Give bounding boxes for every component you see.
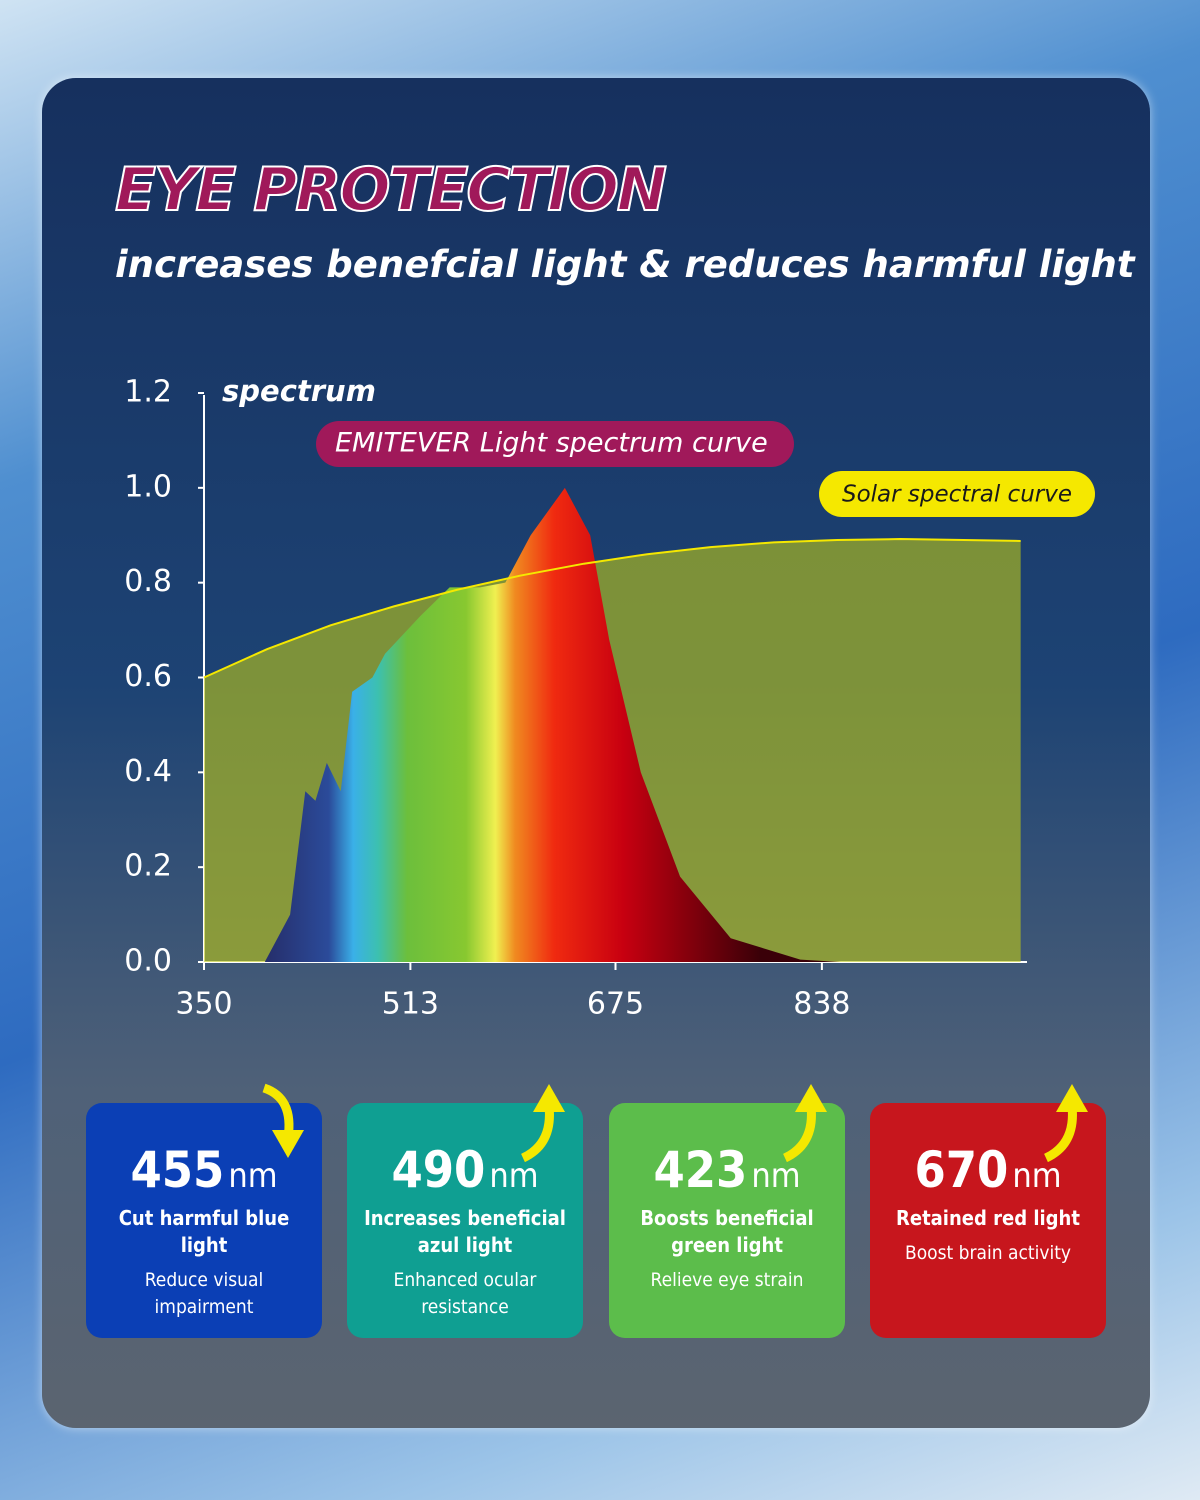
card-note: Boost brain activity: [904, 1242, 1072, 1264]
title: EYE PROTECTION: [114, 154, 668, 226]
card-note: Enhanced ocular resistance: [393, 1269, 537, 1318]
value: 670: [914, 1141, 1009, 1199]
card: 455 nm Cut harmful blue light Reduce visu…: [86, 1103, 322, 1338]
unit: nm: [751, 1156, 801, 1196]
y-tick-label: 1.2: [124, 375, 172, 410]
y-tick-label: 0.8: [124, 564, 172, 599]
x-tick-label: 350: [175, 987, 232, 1022]
y-tick-label: 0.2: [124, 849, 172, 884]
x-tick-label: 513: [382, 987, 439, 1022]
card-title: Boosts beneficial green light: [640, 1206, 814, 1257]
card: 423 nm Boosts beneficial green light Reli…: [609, 1103, 845, 1338]
unit: nm: [489, 1156, 539, 1196]
x-tick-label: 675: [587, 987, 644, 1022]
card-note: Reduce visual impairment: [144, 1269, 264, 1318]
legend-pill: [819, 471, 1095, 517]
card-value: 423 nm: [609, 1141, 845, 1199]
solar-line: [203, 538, 1021, 679]
arrow-icon: [1043, 1084, 1088, 1163]
x-tick-label: 838: [793, 987, 850, 1022]
card-value: 455 nm: [86, 1141, 322, 1199]
unit: nm: [228, 1156, 278, 1196]
card-note: Relieve eye strain: [650, 1269, 804, 1291]
arrow-icon: [262, 1083, 304, 1158]
value: 423: [653, 1141, 748, 1199]
y-tick-label: 0.6: [124, 659, 172, 694]
y-tick-label: 1.0: [124, 469, 172, 504]
card-title: Cut harmful blue light: [118, 1206, 290, 1257]
card-title: Retained red light: [896, 1206, 1080, 1230]
legend-label: EMITEVER Light spectrum curve: [335, 428, 768, 459]
y-tick-label: 0.4: [124, 754, 172, 789]
arrow-icon: [520, 1084, 565, 1163]
emitever-area: [264, 487, 841, 962]
y-axis-label: spectrum: [222, 374, 376, 408]
unit: nm: [1012, 1156, 1062, 1196]
legend-pill: [316, 421, 794, 467]
value: 455: [130, 1141, 225, 1199]
value: 490: [391, 1141, 486, 1199]
chart: spectrum EMITEVER Light spectrum curve S…: [124, 374, 1095, 1022]
card-title: Increases beneficial azul light: [364, 1206, 566, 1257]
arrow-icon: [782, 1084, 827, 1163]
legend-label: Solar spectral curve: [842, 482, 1072, 508]
card-value: 670 nm: [870, 1141, 1106, 1199]
subtitle: increases benefcial light & reduces harm…: [115, 243, 1135, 286]
card-value: 490 nm: [347, 1141, 583, 1199]
y-tick-label: 0.0: [124, 944, 172, 979]
